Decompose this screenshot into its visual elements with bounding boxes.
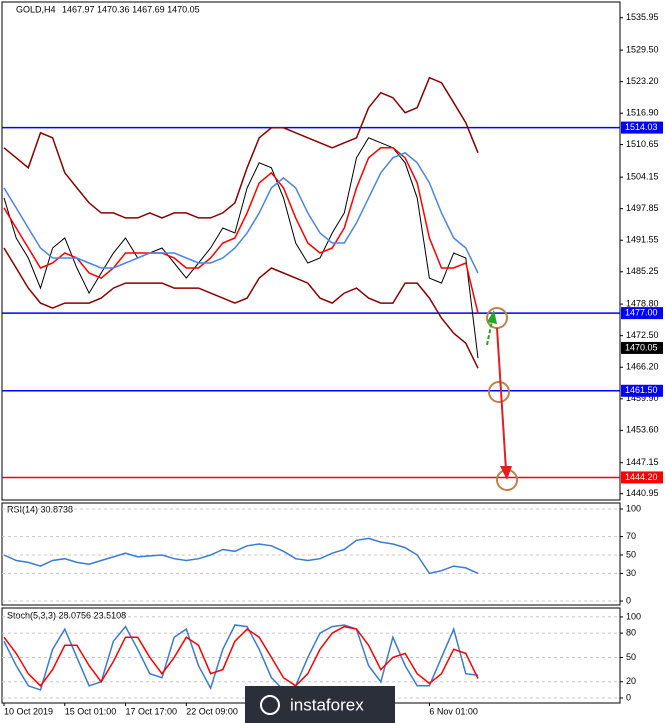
y-tick-label: 50	[626, 549, 636, 559]
watermark: instaforex	[245, 686, 395, 723]
main-frame	[1, 1, 621, 501]
y-tick-label: 1447.15	[626, 457, 659, 467]
chart-title: GOLD,H4	[16, 4, 56, 14]
y-tick-label: 1472.50	[626, 330, 659, 340]
last-price-label: 1470.05	[625, 342, 658, 352]
y-tick-label: 1440.95	[626, 488, 659, 498]
y-tick-label: 1466.20	[626, 362, 659, 372]
series-line	[3, 76, 479, 219]
y-tick-label: 70	[626, 531, 636, 541]
y-tick-label: 0	[626, 692, 631, 702]
level-label: 1461.50	[625, 385, 658, 395]
y-tick-label: 1459.90	[626, 393, 659, 403]
down-arrow	[496, 327, 507, 471]
y-tick-label: 1485.25	[626, 266, 659, 276]
x-tick-label: 15 Oct 01:00	[65, 706, 117, 716]
ohlc-values: 1467.97 1470.36 1467.69 1470.05	[62, 4, 200, 14]
x-tick-label: 22 Oct 09:00	[186, 706, 238, 716]
stoch-title: Stoch(5,3,3) 28.0756 23.5108	[7, 610, 126, 620]
level-label: 1514.03	[625, 122, 658, 132]
series-line	[3, 147, 479, 314]
y-tick-label: 100	[626, 611, 641, 621]
series-line	[3, 537, 479, 575]
y-tick-label: 80	[626, 628, 636, 638]
y-tick-label: 1529.50	[626, 44, 659, 54]
y-tick-label: 1497.85	[626, 203, 659, 213]
y-tick-label: 1491.55	[626, 235, 659, 245]
x-tick-label: 6 Nov 01:00	[429, 706, 478, 716]
series-line	[3, 151, 479, 274]
y-tick-label: 20	[626, 676, 636, 686]
target-circle	[488, 381, 510, 403]
series-line	[3, 625, 479, 687]
y-tick-label: 30	[626, 568, 636, 578]
y-tick-label: 1510.65	[626, 139, 659, 149]
y-tick-label: 1453.60	[626, 425, 659, 435]
y-tick-label: 1504.15	[626, 171, 659, 181]
y-tick-label: 1516.90	[626, 108, 659, 118]
y-tick-label: 1478.80	[626, 298, 659, 308]
level-label-box	[621, 471, 663, 484]
level-label-box	[621, 121, 663, 134]
y-tick-label: 0	[626, 595, 631, 605]
y-tick-label: 1523.20	[626, 76, 659, 86]
watermark-logo	[260, 695, 280, 715]
level-label-box	[621, 307, 663, 320]
y-tick-label: 100	[626, 503, 641, 513]
series-line	[3, 624, 479, 691]
annotations	[486, 307, 518, 491]
x-tick-label: 17 Oct 17:00	[126, 706, 178, 716]
level-label: 1444.20	[625, 472, 658, 482]
y-tick-label: 1535.95	[626, 12, 659, 22]
rsi-frame	[1, 502, 621, 606]
series-line	[3, 247, 479, 369]
level-label-box	[621, 384, 663, 397]
last-price-box	[621, 341, 663, 354]
down-arrowhead	[500, 466, 512, 480]
y-tick-label: 50	[626, 652, 636, 662]
up-arrowhead	[487, 310, 497, 324]
watermark-box	[245, 686, 395, 723]
level-label: 1477.00	[625, 307, 658, 317]
x-tick-label: 10 Oct 2019	[4, 706, 53, 716]
watermark-text: instaforex	[290, 695, 364, 714]
